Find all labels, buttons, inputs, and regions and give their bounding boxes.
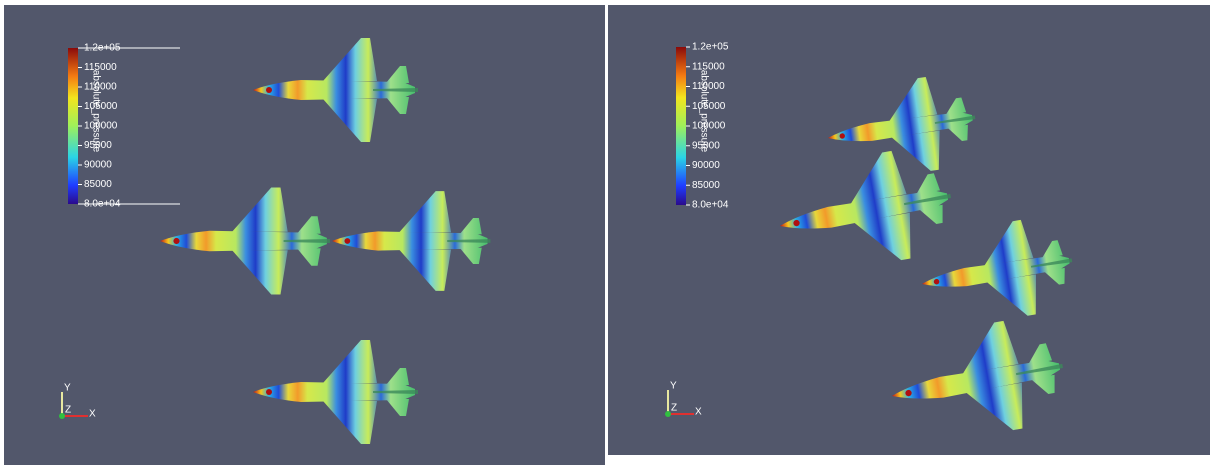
color-bar-label: 90000: [84, 160, 112, 171]
color-bar-label: 85000: [692, 180, 720, 191]
axis-z-label: Z: [65, 405, 71, 416]
color-bar-label: 85000: [84, 179, 112, 190]
color-bar-title: absolute_pressure: [90, 70, 101, 153]
color-bar-label: 8.0e+04: [692, 200, 729, 211]
color-bar: [676, 47, 686, 205]
color-bar: [68, 48, 78, 204]
axis-y-label: Y: [64, 383, 71, 394]
axis-x-label: X: [695, 407, 702, 418]
paraview-views: 1.2e+05115000110000105000100000950009000…: [0, 0, 1213, 470]
color-bar-label: 1.2e+05: [692, 42, 729, 53]
color-bar-title: absolute_pressure: [698, 70, 709, 153]
color-bar-label: 90000: [692, 160, 720, 171]
axis-x-label: X: [89, 409, 96, 420]
page: {"panels": [ {"colorbar": {"title": "abs…: [0, 0, 1213, 470]
axis-z-label: Z: [671, 403, 677, 414]
axis-y-label: Y: [670, 381, 677, 392]
